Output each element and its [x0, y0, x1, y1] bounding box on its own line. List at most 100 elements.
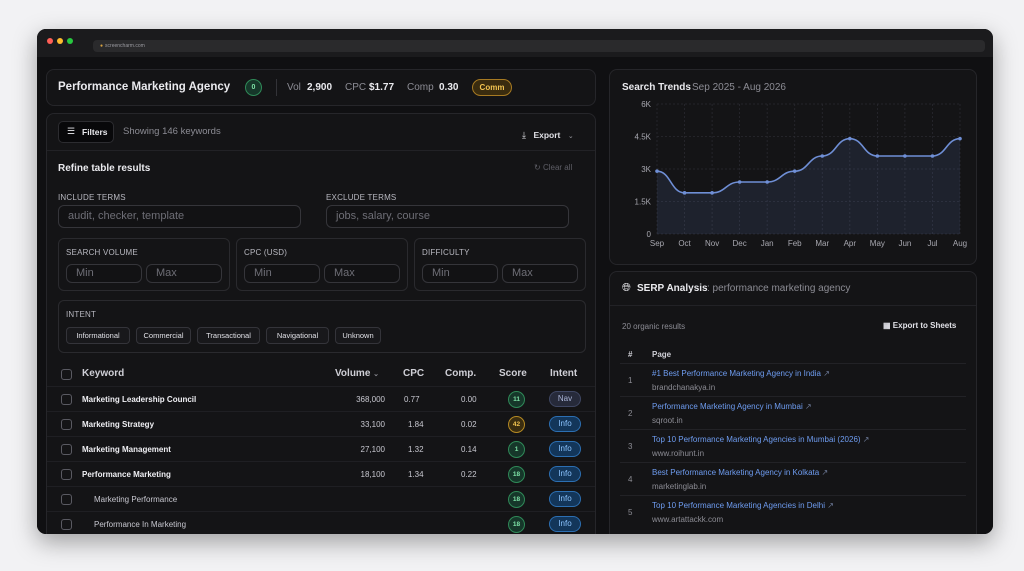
keyword-cell[interactable]: Performance Marketing [82, 470, 171, 479]
difficulty-max-input[interactable]: Max [502, 264, 578, 283]
result-title-link[interactable]: Performance Marketing Agency in Mumbai ↗ [652, 402, 812, 411]
table-icon: ▦ [883, 321, 891, 330]
browser-titlebar: ● screencharm.com [37, 29, 993, 57]
result-title-link[interactable]: Best Performance Marketing Agency in Kol… [652, 468, 828, 477]
result-rank: 3 [628, 442, 633, 451]
row-checkbox[interactable] [61, 394, 72, 405]
clear-all-button[interactable]: ↻ Clear all [534, 163, 572, 172]
trends-title: Search Trends [622, 82, 691, 93]
cpc-max-input[interactable]: Max [324, 264, 400, 283]
table-row[interactable]: Marketing Strategy 33,100 1.84 0.02 42 I… [47, 411, 595, 437]
intent-chip-unknown[interactable]: Unknown [335, 327, 381, 344]
trend-point [765, 180, 769, 184]
serp-result[interactable]: 4 Best Performance Marketing Agency in K… [620, 462, 966, 496]
comp-label: Comp [407, 82, 434, 93]
intent-chip-transactional[interactable]: Transactional [197, 327, 260, 344]
column-page-header: Page [652, 350, 672, 359]
cpc-label: CPC [345, 82, 367, 93]
table-row[interactable]: Marketing Performance 18 Info [47, 486, 595, 512]
row-checkbox[interactable] [61, 469, 72, 480]
filters-button[interactable]: ☰ Filters [58, 121, 114, 143]
cpc-min-input[interactable]: Min [244, 264, 320, 283]
row-checkbox[interactable] [61, 519, 72, 530]
header-intent[interactable]: Intent [550, 368, 578, 379]
keyword-cell[interactable]: Marketing Performance [94, 495, 178, 504]
row-checkbox[interactable] [61, 444, 72, 455]
serp-result[interactable]: 1 #1 Best Performance Marketing Agency i… [620, 363, 966, 397]
header-volume[interactable]: Volume ⌄ [335, 368, 379, 379]
trend-point [792, 169, 797, 173]
keyword-cell[interactable]: Performance In Marketing [94, 520, 187, 529]
table-row[interactable]: Performance In Marketing 18 Info [47, 511, 595, 534]
cpc-cell: 0.77 [404, 395, 420, 404]
intent-chip-commercial[interactable]: Commercial [136, 327, 191, 344]
keyword-cell[interactable]: Marketing Management [82, 445, 171, 454]
header-comp[interactable]: Comp. [445, 368, 477, 379]
score-badge: 18 [508, 491, 525, 508]
difficulty-min-input[interactable]: Min [422, 264, 498, 283]
trend-point [737, 180, 742, 184]
x-tick-label: Jul [927, 239, 937, 248]
filters-label: Filters [82, 127, 108, 137]
cpc-cell: 1.34 [408, 470, 424, 479]
volume-cell: 18,100 [360, 470, 385, 479]
x-tick-label: Jun [898, 239, 911, 248]
column-number-header: # [628, 350, 633, 359]
x-tick-label: May [870, 239, 885, 248]
export-dropdown[interactable]: ⤓ Export ⌄ [522, 125, 574, 143]
serp-result[interactable]: 5 Top 10 Performance Marketing Agencies … [620, 495, 966, 529]
table-row[interactable]: Marketing Management 27,100 1.32 0.14 1 … [47, 436, 595, 462]
globe-icon: 🌐︎ [622, 282, 631, 294]
export-to-sheets-label: Export to Sheets [892, 321, 957, 330]
keyword-cell[interactable]: Marketing Strategy [82, 420, 155, 429]
cpc-filter-label: CPC (USD) [244, 248, 288, 257]
row-checkbox[interactable] [61, 494, 72, 505]
result-title: #1 Best Performance Marketing Agency in … [652, 369, 821, 378]
volume-max-input[interactable]: Max [146, 264, 222, 283]
browser-window: ● screencharm.com Performance Marketing A… [37, 29, 993, 534]
keywords-panel: ☰ Filters Showing 146 keywords ⤓ Export … [46, 113, 596, 534]
select-all-checkbox[interactable] [61, 369, 72, 380]
row-checkbox[interactable] [61, 419, 72, 430]
divider [610, 305, 976, 306]
external-link-icon: ↗ [862, 435, 870, 444]
address-bar[interactable]: ● screencharm.com [93, 40, 985, 52]
y-tick-label: 0 [647, 230, 652, 239]
header-cpc[interactable]: CPC [403, 368, 425, 379]
export-to-sheets-button[interactable]: ▦ Export to Sheets [883, 321, 956, 330]
divider [276, 79, 277, 96]
table-row[interactable]: Performance Marketing 18,100 1.34 0.22 1… [47, 461, 595, 487]
cpc-group [236, 238, 408, 291]
trend-point [710, 191, 714, 195]
trend-line [656, 137, 961, 194]
result-title-link[interactable]: Top 10 Performance Marketing Agencies in… [652, 435, 870, 444]
comp-cell: 0.14 [461, 445, 477, 454]
external-link-icon: ↗ [821, 468, 829, 477]
comp-cell: 0.22 [461, 470, 477, 479]
intent-chip-informational[interactable]: Informational [66, 327, 130, 344]
exclude-terms-input[interactable]: jobs, salary, course [326, 205, 569, 228]
volume-cell: 368,000 [356, 395, 385, 404]
serp-result[interactable]: 2 Performance Marketing Agency in Mumbai… [620, 396, 966, 430]
result-url: sqroot.in [652, 416, 683, 425]
result-title-link[interactable]: Top 10 Performance Marketing Agencies in… [652, 501, 834, 510]
comp-value: 0.30 [439, 82, 459, 93]
table-row[interactable]: Marketing Leadership Council 368,000 0.7… [47, 386, 595, 412]
result-title-link[interactable]: #1 Best Performance Marketing Agency in … [652, 369, 830, 378]
include-terms-input[interactable]: audit, checker, template [58, 205, 301, 228]
header-score[interactable]: Score [499, 368, 527, 379]
serp-result[interactable]: 3 Top 10 Performance Marketing Agencies … [620, 429, 966, 463]
close-window-button[interactable] [47, 38, 53, 44]
intent-chip-navigational[interactable]: Navigational [266, 327, 329, 344]
x-tick-label: Apr [844, 239, 857, 248]
volume-min-input[interactable]: Min [66, 264, 142, 283]
result-rank: 2 [628, 409, 633, 418]
header-keyword[interactable]: Keyword [82, 368, 125, 379]
external-link-icon: ↗ [804, 402, 812, 411]
trend-point [655, 169, 659, 173]
result-url: www.roihunt.in [652, 449, 705, 458]
minimize-window-button[interactable] [57, 38, 63, 44]
maximize-window-button[interactable] [67, 38, 73, 44]
keyword-cell[interactable]: Marketing Leadership Council [82, 395, 197, 404]
intent-badge: Comm [472, 79, 512, 96]
